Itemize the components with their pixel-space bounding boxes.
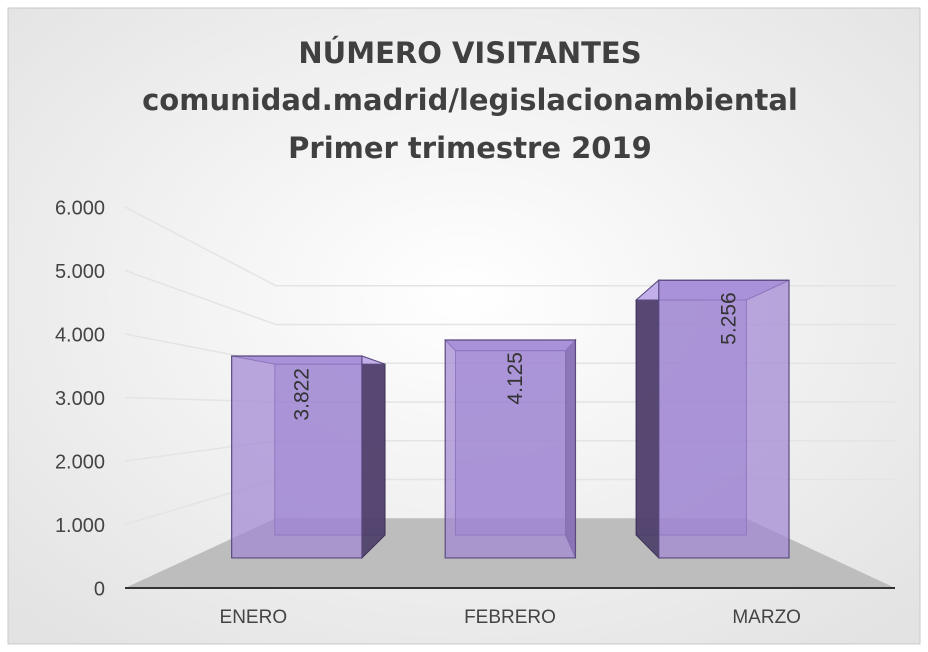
y-tick-label: 1.000 [55, 515, 105, 537]
chart-title: NÚMERO VISITANTES [298, 36, 641, 70]
y-tick-label: 2.000 [55, 451, 105, 473]
x-tick-label: FEBRERO [464, 607, 556, 628]
value-label: 3.822 [290, 368, 313, 421]
y-tick-label: 5.000 [55, 261, 105, 283]
x-tick-label: ENERO [220, 607, 288, 628]
bar-side [361, 355, 386, 560]
bar-side [635, 279, 660, 560]
y-tick-label: 4.000 [55, 324, 105, 346]
y-tick-label: 0 [94, 578, 105, 600]
value-label: 4.125 [504, 352, 527, 405]
y-tick-label: 3.000 [55, 388, 105, 410]
x-tick-label: MARZO [732, 607, 801, 628]
value-label: 5.256 [717, 292, 740, 345]
chart-title: Primer trimestre 2019 [288, 131, 652, 165]
bar [231, 355, 363, 559]
y-tick-label: 6.000 [55, 197, 105, 219]
bar [444, 339, 577, 559]
bar [658, 279, 790, 559]
chart-title: comunidad.madrid/legislacionambiental [142, 83, 798, 117]
